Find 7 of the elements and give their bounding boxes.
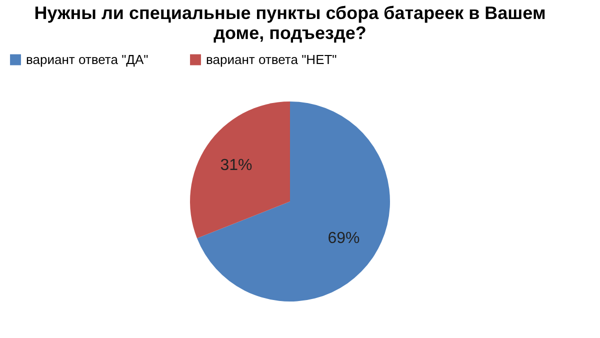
data-label: 69% bbox=[328, 230, 360, 248]
pie-slice bbox=[197, 102, 390, 302]
legend-label: вариант ответа "НЕТ" bbox=[206, 52, 338, 67]
pie-slice bbox=[190, 102, 290, 238]
chart-title: Нужны ли специальные пункты сбора батареек в Вашем доме, подъезде? bbox=[34, 3, 546, 43]
data-label: 31% bbox=[220, 156, 252, 174]
legend-label: вариант ответа "ДА" bbox=[26, 52, 149, 67]
